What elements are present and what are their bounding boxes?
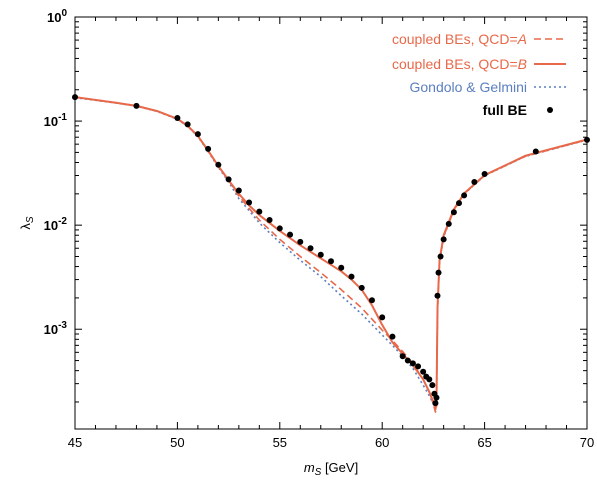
data-point [435, 269, 442, 276]
data-point [399, 353, 406, 360]
data-point [328, 258, 334, 265]
series-layer [75, 96, 587, 413]
plot-frame [74, 16, 588, 430]
data-point [348, 273, 355, 280]
data-point [307, 245, 314, 252]
series-line-2 [75, 96, 587, 409]
y-axis-label: λS [18, 216, 36, 230]
x-tick-label: 45 [68, 435, 82, 450]
data-point [389, 333, 396, 340]
data-point [433, 394, 440, 401]
data-point [409, 360, 416, 367]
data-point [368, 297, 375, 304]
legend: coupled BEs, QCD=A coupled BEs, QCD=B Gond… [392, 31, 566, 118]
legend-swatch [547, 107, 553, 113]
data-point [215, 161, 222, 168]
data-point [440, 236, 447, 243]
x-axis-label: mS [GeV] [304, 460, 358, 478]
data-point [532, 148, 539, 155]
data-point [434, 292, 441, 299]
y-tick-label: 100 [47, 8, 67, 25]
data-point [184, 121, 191, 128]
data-point [358, 284, 365, 291]
data-point [174, 115, 181, 122]
data-point [379, 314, 386, 321]
x-tick-label: 55 [273, 435, 287, 450]
data-point [266, 217, 273, 224]
data-point [297, 238, 304, 245]
series-line-1 [75, 96, 587, 411]
legend-label: Gondolo & Gelmini [409, 79, 527, 95]
data-point [445, 220, 452, 227]
data-point [404, 357, 411, 364]
data-point [481, 171, 488, 178]
data-point [471, 178, 478, 185]
data-point [338, 264, 345, 271]
data-point [246, 199, 253, 206]
y-tick-label: 10-2 [44, 216, 68, 233]
points-layer [72, 94, 590, 407]
data-point [276, 225, 283, 232]
data-point [225, 176, 232, 183]
data-point [426, 376, 433, 383]
data-point [194, 131, 201, 138]
x-tick-label: 70 [580, 435, 594, 450]
x-tick-label: 65 [477, 435, 491, 450]
legend-label: coupled BEs, QCD=B [392, 56, 527, 72]
y-tick-label: 10-1 [44, 112, 68, 129]
data-point [584, 136, 590, 143]
legend-label: coupled BEs, QCD=A [392, 31, 527, 47]
data-point [429, 382, 436, 389]
data-point [437, 253, 444, 260]
x-tick-label: 50 [170, 435, 184, 450]
data-point [205, 145, 212, 152]
data-point [235, 187, 242, 194]
data-point [415, 363, 422, 370]
data-point [450, 209, 457, 216]
data-point [287, 231, 294, 238]
data-point [456, 200, 462, 207]
data-point [72, 94, 78, 101]
data-point [420, 368, 427, 375]
data-point [461, 192, 468, 199]
data-point [256, 208, 263, 215]
data-point [432, 400, 439, 407]
y-tick-label: 10-3 [44, 320, 68, 337]
x-tick-label: 60 [375, 435, 389, 450]
legend-label: full BE [483, 102, 527, 118]
data-point [317, 251, 324, 258]
data-point [133, 102, 140, 109]
series-line-0 [75, 96, 587, 413]
axis-ticks: 45 50 55 60 65 70 100 10-1 10-2 10-3 [44, 8, 595, 450]
